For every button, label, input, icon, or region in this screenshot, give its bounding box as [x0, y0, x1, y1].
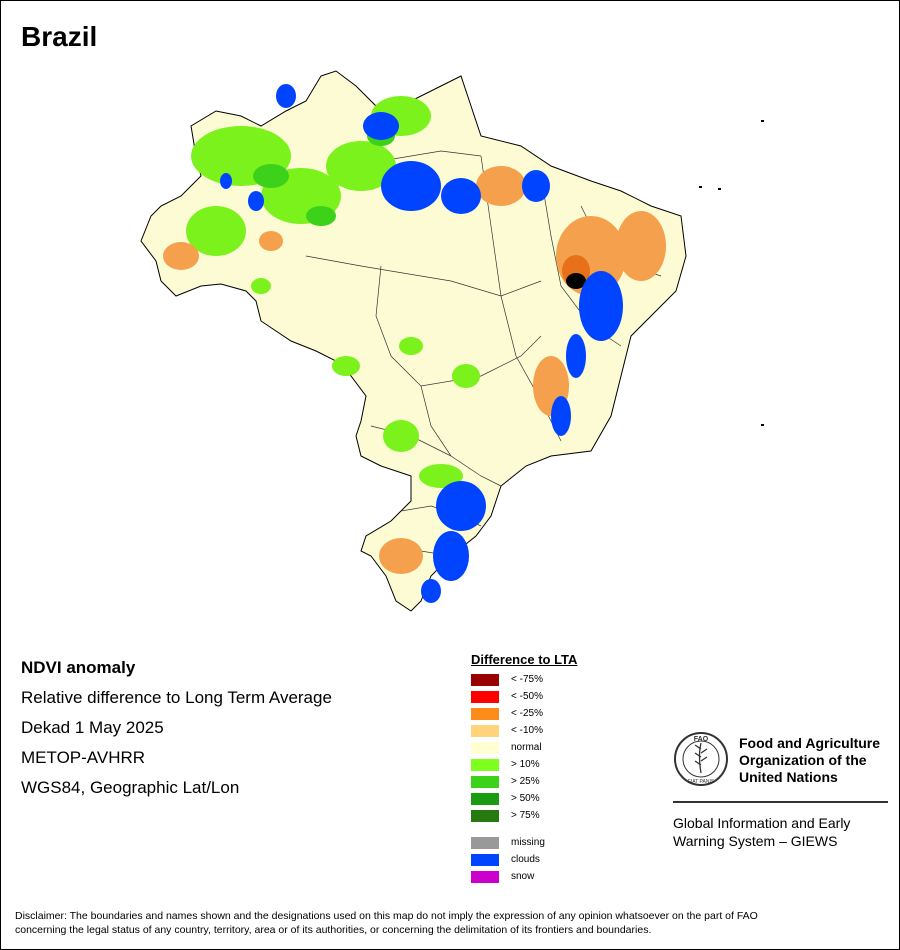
legend-title: Difference to LTA [471, 652, 578, 667]
legend-swatch [471, 690, 499, 703]
disclaimer-line: Disclaimer: The boundaries and names sho… [15, 910, 758, 922]
legend-item: < -10% [471, 722, 577, 739]
fao-branding: FAO FIAT PANIS Food and Agriculture Orga… [673, 731, 893, 861]
legend-label: normal [511, 742, 542, 753]
legend-label: > 25% [511, 776, 540, 787]
ndvi-strong-positive-areas [253, 126, 395, 226]
legend-item: > 75% [471, 807, 577, 824]
legend-swatch [471, 775, 499, 788]
legend-swatch [471, 853, 499, 866]
brazil-ndvi-map [140, 70, 764, 612]
legend-label: < -10% [511, 725, 543, 736]
legend-item: > 10% [471, 756, 577, 773]
legend-item: > 50% [471, 790, 577, 807]
legend-label: clouds [511, 854, 540, 865]
fao-name-line: Food and Agriculture [739, 735, 881, 751]
legend-swatch [471, 870, 499, 883]
legend-label: > 50% [511, 793, 540, 804]
legend-label: missing [511, 837, 545, 848]
fao-name-line: Organization of the [739, 752, 867, 768]
info-line-3: METOP-AVHRR [21, 748, 146, 767]
legend-item: > 25% [471, 773, 577, 790]
giews-name-line: Global Information and Early [673, 815, 851, 831]
legend-swatch [471, 758, 499, 771]
legend-label: < -50% [511, 691, 543, 702]
fao-divider [673, 801, 888, 803]
disclaimer: Disclaimer: The boundaries and names sho… [15, 909, 885, 937]
legend-label: < -25% [511, 708, 543, 719]
legend-item: < -25% [471, 705, 577, 722]
offshore-islands [699, 120, 764, 426]
legend-swatch [471, 836, 499, 849]
fao-name-line: United Nations [739, 769, 838, 785]
cloud-areas [220, 84, 623, 603]
info-heading: NDVI anomaly [21, 658, 136, 677]
map-title: Brazil [21, 21, 98, 52]
legend-label: > 75% [511, 810, 540, 821]
legend-item: clouds [471, 851, 577, 868]
fao-logo-motto: FIAT PANIS [688, 779, 715, 785]
legend-item: < -75% [471, 671, 577, 688]
legend-item: < -50% [471, 688, 577, 705]
legend-swatch [471, 707, 499, 720]
map-info: NDVI anomaly Relative difference to Long… [21, 657, 332, 807]
giews-name: Global Information and Early Warning Sys… [673, 814, 883, 850]
legend-label: > 10% [511, 759, 540, 770]
info-line-4: WGS84, Geographic Lat/Lon [21, 778, 240, 797]
legend-swatch [471, 741, 499, 754]
legend: Difference to LTA < -75% < -50% < -25% <… [471, 652, 577, 885]
info-line-1: Relative difference to Long Term Average [21, 688, 332, 707]
legend-item: snow [471, 868, 577, 885]
info-line-2: Dekad 1 May 2025 [21, 718, 164, 737]
fao-logo-text: FAO [694, 736, 709, 743]
fao-logo-icon: FAO FIAT PANIS [674, 732, 728, 786]
ndvi-missing-dark-area [566, 273, 586, 289]
disclaimer-line: concerning the legal status of any count… [15, 924, 652, 936]
legend-swatch [471, 724, 499, 737]
legend-item: normal [471, 739, 577, 756]
legend-swatch [471, 809, 499, 822]
legend-label: < -75% [511, 674, 543, 685]
legend-item: missing [471, 834, 577, 851]
fao-name: Food and Agriculture Organization of the… [739, 735, 889, 786]
giews-name-line: Warning System – GIEWS [673, 833, 838, 849]
legend-swatch [471, 792, 499, 805]
legend-swatch [471, 673, 499, 686]
legend-label: snow [511, 871, 535, 882]
